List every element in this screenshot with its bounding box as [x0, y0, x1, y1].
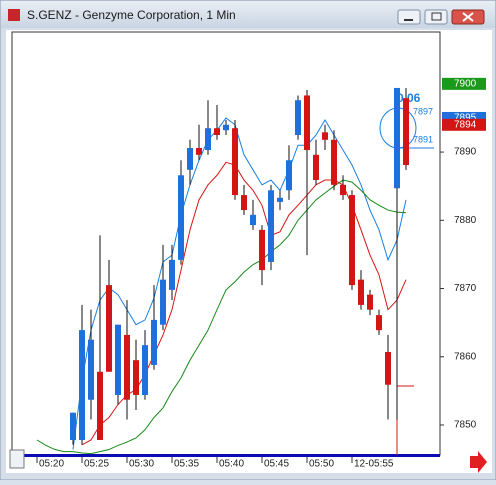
candle-body [322, 132, 328, 140]
candle-body [277, 197, 283, 202]
candle-body [70, 412, 76, 440]
annotation-text: 0.06 [397, 91, 421, 105]
y-tick-label: 7890 [454, 147, 477, 158]
window-title: S.GENZ - Genzyme Corporation, 1 Min [27, 8, 236, 22]
candle-body [79, 330, 85, 440]
candle-body [331, 139, 337, 185]
moving-average [72, 117, 407, 450]
candle-body [88, 339, 94, 400]
candle-body [241, 195, 247, 211]
restore-glyph [431, 12, 442, 21]
candle-body [358, 279, 364, 305]
candle-body [115, 324, 121, 395]
candle-body [196, 147, 202, 155]
candle-body [259, 229, 265, 271]
candle-body [250, 214, 256, 226]
x-tick-label: 12-05:55 [354, 459, 394, 470]
x-tick-label: 05:25 [84, 459, 109, 470]
x-tick-label: 05:35 [174, 459, 199, 470]
x-tick-label: 05:40 [219, 459, 244, 470]
candle-body [151, 319, 157, 365]
candle-body [349, 195, 355, 286]
x-tick-label: 05:50 [309, 459, 334, 470]
y-tick-label: 7850 [454, 420, 477, 431]
candle-body [205, 128, 211, 151]
price-marker-label: 7894 [454, 119, 477, 130]
candle-body [313, 154, 319, 181]
x-tick-label: 05:30 [129, 459, 154, 470]
moving-average [36, 179, 407, 455]
candle-body [133, 360, 139, 395]
candle-body [160, 279, 166, 325]
candle-body [124, 334, 130, 400]
price-marker [442, 118, 486, 131]
candle-body [142, 345, 148, 395]
candle-body [268, 190, 274, 262]
candle-body [403, 98, 409, 166]
scroll-arrow[interactable] [470, 451, 487, 473]
y-tick-label: 7880 [454, 215, 477, 226]
candle-body [286, 160, 292, 191]
minimize-button[interactable] [397, 9, 421, 25]
x-axis-bar [12, 454, 440, 457]
plot-frame [11, 31, 441, 456]
annotation-text: 7897 [413, 106, 433, 116]
window-buttons[interactable] [397, 9, 485, 25]
candle-body [340, 184, 346, 196]
close-glyph [462, 12, 474, 22]
x-tick-label: 05:45 [264, 459, 289, 470]
minimize-glyph [404, 19, 413, 21]
scroll-box[interactable] [9, 449, 25, 469]
annotation-text: 7891 [413, 134, 433, 144]
price-marker-label: 7895 [454, 113, 477, 124]
y-tick-label: 7870 [454, 283, 477, 294]
candle-body [376, 315, 382, 331]
candle-body [187, 147, 193, 170]
candle-body [178, 175, 184, 260]
x-tick-label: 05:20 [39, 459, 64, 470]
candle-body [232, 128, 238, 196]
candle-body [214, 128, 220, 136]
candle-body [304, 95, 310, 151]
candle-body [97, 371, 103, 440]
y-tick-label: 7860 [454, 351, 477, 362]
candle-body [106, 285, 112, 372]
candle-body [385, 351, 391, 385]
candle-body [367, 294, 373, 310]
candle-body [169, 259, 175, 290]
price-marker [442, 77, 486, 90]
price-marker-label: 7900 [454, 78, 477, 89]
app-icon [8, 9, 20, 21]
restore-button[interactable] [424, 9, 448, 25]
candle-body [223, 124, 229, 131]
candle-body [394, 87, 400, 189]
candle-body [295, 100, 301, 136]
